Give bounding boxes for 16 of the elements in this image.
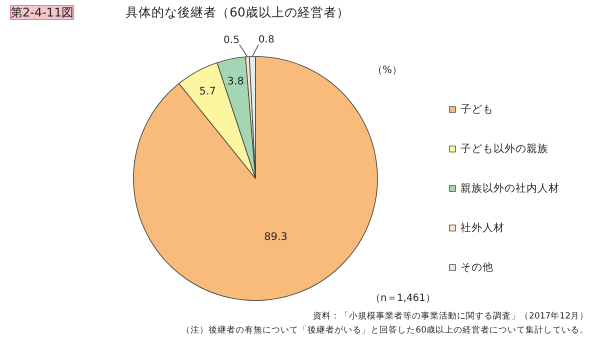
text: 資料：「小規模事業者等の事業活動に関する調査」（2017年12月） — [313, 310, 589, 322]
text: （注）後継者の有無について「後継者がいる」と回答した60歳以上の経営者について集計している。 — [182, 324, 589, 336]
legend-label: 子ども以外の親族 — [460, 142, 548, 155]
data-label: 0.5 — [224, 34, 240, 46]
data-label: 89.3 — [264, 231, 288, 244]
data-label: 0.8 — [258, 34, 274, 46]
chart-subtitle: 第2-4-11図 — [10, 6, 74, 20]
chart-title: 具体的な後継者（60歳以上の経営者） — [126, 4, 350, 20]
data-label: 5.7 — [199, 86, 216, 98]
text: （%） — [372, 65, 402, 76]
legend-label: 社外人材 — [460, 221, 504, 234]
text: （n＝1,461） — [370, 293, 436, 304]
legend-label: 子ども — [460, 104, 494, 116]
legend-label: 親族以外の社内人材 — [460, 182, 560, 194]
legend-label: その他 — [460, 262, 494, 274]
data-label: 3.8 — [227, 75, 244, 88]
